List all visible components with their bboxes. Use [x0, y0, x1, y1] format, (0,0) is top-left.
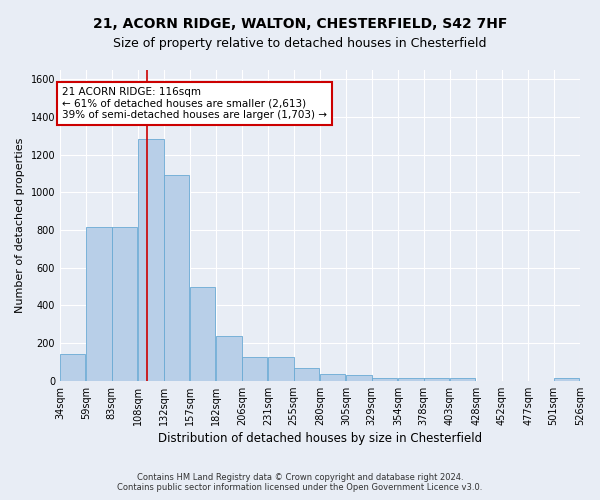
- Bar: [320, 374, 346, 380]
- Bar: [554, 378, 579, 380]
- Bar: [268, 357, 293, 380]
- Bar: [424, 378, 449, 380]
- Text: 21, ACORN RIDGE, WALTON, CHESTERFIELD, S42 7HF: 21, ACORN RIDGE, WALTON, CHESTERFIELD, S…: [93, 18, 507, 32]
- Bar: [372, 378, 397, 380]
- Bar: [112, 227, 137, 380]
- Bar: [293, 368, 319, 380]
- Bar: [164, 176, 189, 380]
- X-axis label: Distribution of detached houses by size in Chesterfield: Distribution of detached houses by size …: [158, 432, 482, 445]
- Bar: [217, 336, 242, 380]
- Text: Contains HM Land Registry data © Crown copyright and database right 2024.
Contai: Contains HM Land Registry data © Crown c…: [118, 473, 482, 492]
- Text: Size of property relative to detached houses in Chesterfield: Size of property relative to detached ho…: [113, 38, 487, 51]
- Bar: [138, 138, 164, 380]
- Bar: [398, 378, 424, 380]
- Bar: [190, 288, 215, 380]
- Bar: [86, 227, 112, 380]
- Bar: [60, 354, 85, 380]
- Bar: [242, 357, 267, 380]
- Text: 21 ACORN RIDGE: 116sqm
← 61% of detached houses are smaller (2,613)
39% of semi-: 21 ACORN RIDGE: 116sqm ← 61% of detached…: [62, 87, 327, 120]
- Bar: [346, 376, 372, 380]
- Bar: [450, 378, 475, 380]
- Y-axis label: Number of detached properties: Number of detached properties: [15, 138, 25, 313]
